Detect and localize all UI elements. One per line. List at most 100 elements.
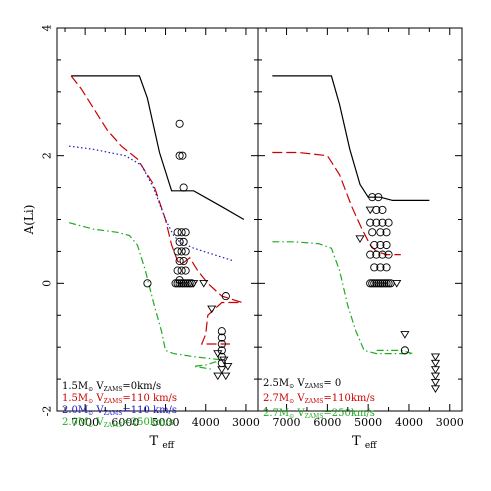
x-tick-label: 6000: [313, 416, 341, 429]
data-point-circle: [171, 279, 180, 288]
right-x-axis-label-sub: eff: [365, 441, 377, 451]
data-point-circle: [177, 228, 186, 237]
data-point-circle: [217, 327, 226, 336]
upper-limit-triangle: [430, 378, 441, 387]
data-point-circle: [179, 237, 188, 246]
right-x-axis-label: T eff: [352, 434, 377, 451]
data-point-circle: [185, 279, 194, 288]
data-point-circle: [382, 228, 391, 237]
right-data-points: [355, 193, 441, 393]
upper-limit-triangle: [430, 385, 441, 393]
data-point-circle: [372, 218, 381, 227]
left-legend: 1.5M⊙ VZAMS=0km/s1.5M⊙ VZAMS=110 km/s2.0…: [62, 381, 177, 429]
left-x-axis-label-sub: eff: [162, 441, 174, 451]
data-point-circle: [380, 279, 389, 288]
data-point-circle: [384, 250, 393, 259]
data-point-circle: [384, 218, 393, 227]
left-series-line-0: [71, 75, 245, 221]
left-legend-entry-3: 2.0M⊙ VZAMS=250km/s: [62, 417, 174, 429]
upper-limit-triangle: [392, 280, 402, 288]
right-x-axis-label-main: T: [352, 434, 361, 449]
data-point-circle: [366, 250, 375, 259]
upper-limit-triangle: [213, 372, 223, 381]
upper-limit-triangle: [400, 331, 410, 339]
data-point-circle: [368, 228, 377, 237]
y-axis-label: A(Li): [22, 205, 36, 236]
left-ticks: [57, 27, 258, 412]
data-point-circle: [370, 263, 379, 272]
data-point-circle: [181, 279, 190, 288]
left-x-axis-label: T eff: [150, 434, 175, 451]
left-legend-entry-1: 1.5M⊙ VZAMS=110 km/s: [62, 393, 177, 405]
data-point-circle: [378, 205, 387, 214]
data-point-circle: [173, 266, 182, 275]
x-tick-label: 4000: [395, 416, 423, 429]
data-point-circle: [366, 279, 375, 288]
upper-limit-triangle: [189, 280, 199, 288]
upper-limit-triangle: [430, 372, 441, 381]
y-tick-label: 4: [41, 25, 54, 32]
data-point-circle: [179, 183, 188, 192]
right-legend: 2.5M⊙ VZAMS= 0 2.7M⊙ VZAMS=110km/s 2.7M⊙ V…: [263, 378, 375, 420]
x-tick-label: 3000: [436, 416, 464, 429]
data-point-circle: [374, 279, 383, 288]
left-series-line-1: [70, 75, 243, 345]
x-tick-label: 3000: [232, 416, 260, 429]
y-tick-label: 0: [41, 280, 54, 287]
upper-limit-triangle: [355, 235, 365, 243]
upper-limit-triangle: [213, 350, 223, 358]
data-point-circle: [372, 279, 381, 288]
data-point-circle: [378, 250, 387, 259]
left-panel: 7000 6000 5000 4000 3000 -2 0 2 4 1.5M⊙ VZAMS=0…: [22, 25, 260, 452]
right-series-line-2: [272, 241, 414, 355]
left-plot-frame: [56, 27, 259, 412]
data-point-circle: [173, 228, 182, 237]
data-point-circle: [368, 193, 377, 202]
upper-limit-triangle: [207, 305, 217, 314]
x-tick-label: 6000: [111, 416, 139, 429]
x-tick-label: 5000: [354, 416, 382, 429]
right-panel: 7000 6000 5000 4000 3000 2.5M⊙ VZAMS= 0 2.7M⊙…: [257, 27, 464, 451]
left-series-line-3: [68, 222, 222, 371]
right-legend-entry-1: 2.7M⊙ VZAMS=110km/s: [263, 393, 375, 405]
data-point-circle: [372, 250, 381, 259]
data-point-circle: [400, 346, 409, 355]
data-point-circle: [181, 228, 190, 237]
upper-limit-triangle: [430, 366, 441, 374]
data-point-circle: [178, 151, 187, 160]
upper-limit-triangle: [221, 372, 231, 381]
left-series-lines: [68, 75, 245, 371]
data-point-circle: [384, 279, 393, 288]
data-point-circle: [179, 279, 188, 288]
data-point-circle: [175, 237, 184, 246]
upper-limit-triangle: [430, 359, 441, 368]
x-tick-label: 7000: [71, 416, 99, 429]
upper-limit-triangle: [217, 366, 227, 374]
data-point-circle: [173, 279, 182, 288]
data-point-circle: [217, 333, 226, 342]
data-point-circle: [376, 228, 385, 237]
data-point-circle: [177, 247, 186, 256]
data-point-circle: [143, 279, 152, 288]
data-point-circle: [217, 339, 226, 349]
upper-limit-triangle: [219, 356, 229, 365]
y-tick-label: 2: [41, 152, 54, 159]
data-point-circle: [175, 119, 184, 128]
data-point-circle: [175, 279, 184, 288]
data-point-circle: [376, 279, 385, 288]
right-series-lines: [272, 75, 430, 355]
data-point-circle: [376, 240, 385, 250]
x-tick-label: 4000: [192, 416, 220, 429]
right-series-line-0: [272, 75, 430, 201]
data-point-circle: [177, 266, 186, 275]
data-point-circle: [370, 240, 379, 250]
right-series-line-1: [272, 151, 401, 256]
x-tick-label: 5000: [152, 416, 180, 429]
data-point-circle: [382, 279, 391, 288]
upper-limit-triangle: [199, 280, 209, 288]
data-point-circle: [378, 279, 387, 288]
data-point-circle: [382, 240, 391, 250]
left-x-axis-label-main: T: [150, 434, 159, 449]
right-legend-entry-0: 2.5M⊙ VZAMS= 0: [263, 378, 341, 390]
data-point-circle: [181, 266, 190, 275]
